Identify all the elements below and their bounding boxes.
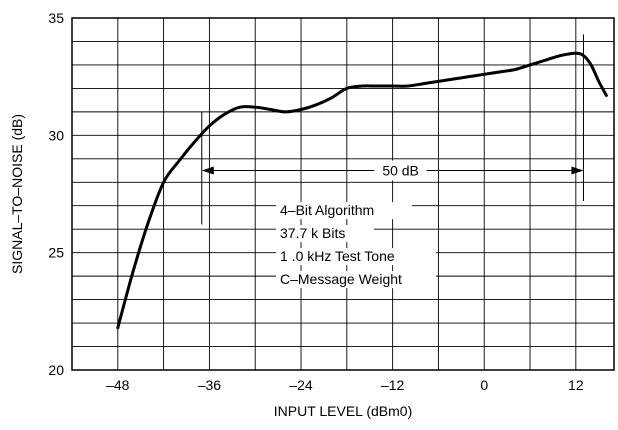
plot-frame: [71, 17, 615, 371]
grid: [72, 18, 614, 370]
legend-line-background: [276, 202, 412, 220]
range-label-background: [374, 160, 427, 181]
x-tick-label: –12: [381, 377, 405, 393]
legend-line: C–Message Weight: [280, 271, 402, 287]
x-tick-label: –48: [106, 377, 130, 393]
legend-line-background: [276, 225, 374, 243]
x-tick-label: 0: [480, 377, 488, 393]
arrowhead-left: [201, 166, 214, 175]
x-tick-label: 12: [568, 377, 584, 393]
legend-line: 4–Bit Algorithm: [280, 202, 374, 218]
legend-text-block: 4–Bit Algorithm 37.7 k Bits 1 .0 kHz Test …: [276, 202, 436, 289]
y-tick-label: 25: [48, 245, 64, 261]
x-axis-label: INPUT LEVEL (dBm0): [274, 403, 413, 419]
y-axis: 20 25 30 35: [48, 10, 64, 378]
snr-curve: [116, 51, 608, 330]
legend-line: 1 .0 kHz Test Tone: [280, 248, 395, 264]
y-tick-label: 30: [48, 127, 64, 143]
range-label: 50 dB: [382, 163, 419, 179]
arrowhead-right: [571, 166, 584, 175]
y-tick-label: 20: [48, 362, 64, 378]
x-tick-label: –36: [198, 377, 222, 393]
annotation-group: 50 dB 4–Bit Algorithm 37.7 k Bits 1 .0 kHz…: [201, 34, 584, 289]
x-tick-label: –24: [289, 377, 313, 393]
legend-line-background: [276, 248, 436, 266]
y-axis-label: SIGNAL–TO–NOISE (dB): [9, 114, 25, 274]
legend-line: 37.7 k Bits: [280, 225, 345, 241]
y-tick-label: 35: [48, 10, 64, 26]
legend-line-background: [276, 271, 436, 289]
x-axis: –48 –36 –24 –12 0 12: [106, 377, 584, 393]
